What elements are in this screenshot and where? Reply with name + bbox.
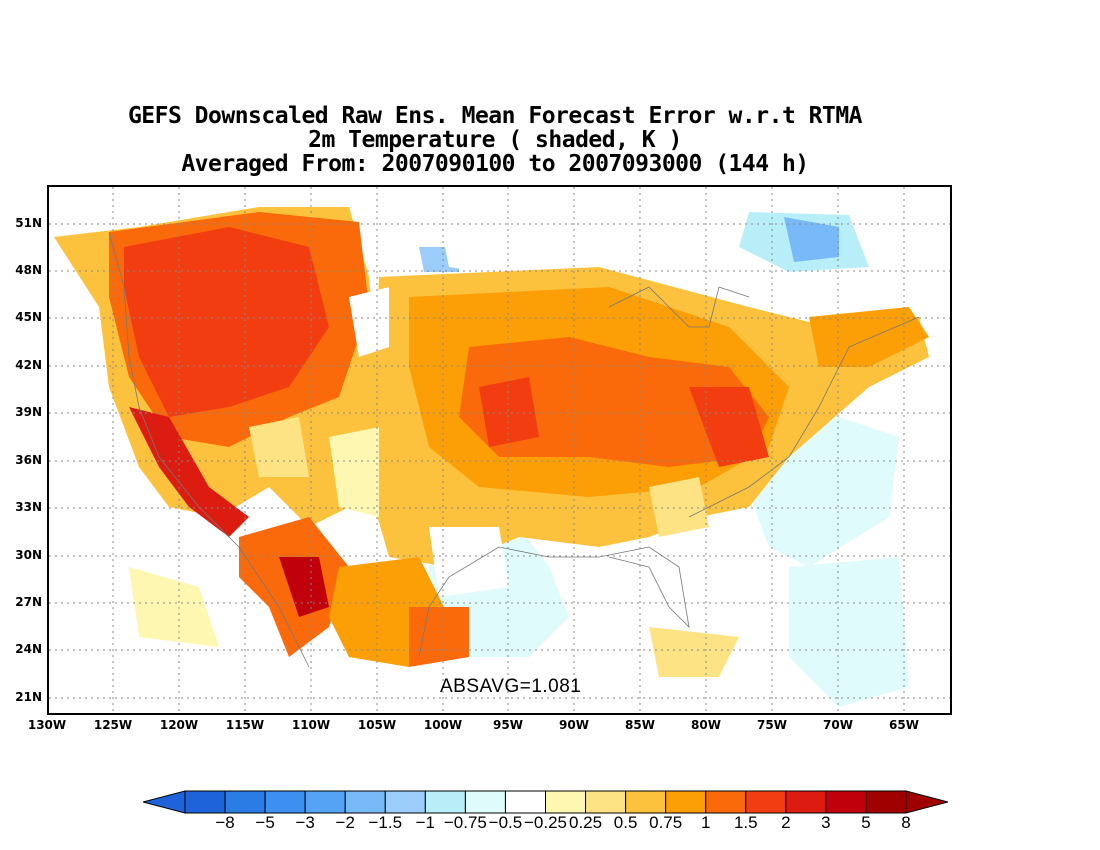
colorbar-tick-label: −0.5 [488, 813, 523, 832]
longitude-label: 85W [625, 718, 655, 732]
colorbar-tick-label: −2 [335, 813, 355, 832]
colorbar-segment [464, 790, 506, 814]
absavg-label: ABSAVG=1.081 [440, 676, 582, 697]
latitude-label: 36N [15, 453, 42, 467]
colorbar-tick-label: −5 [255, 813, 275, 832]
longitude-label: 115W [225, 718, 265, 732]
colorbar-segment [625, 790, 667, 814]
colorbar-segment [184, 790, 226, 814]
latitude-label: 51N [15, 216, 42, 230]
colorbar-segment [705, 790, 747, 814]
latitude-label: 24N [15, 642, 42, 656]
colorbar-tick-label: 3 [821, 813, 831, 832]
colorbar-tick-label: 0.75 [649, 813, 683, 832]
colorbar-tick-label: −8 [215, 813, 235, 832]
colorbar-tick-label: 1 [700, 813, 711, 832]
map-panel [47, 185, 952, 715]
colorbar-segment [264, 790, 306, 814]
colorbar-segment [504, 790, 547, 814]
map-title: GEFS Downscaled Raw Ens. Mean Forecast E… [127, 103, 863, 129]
colorbar-tick-label: 0.25 [569, 813, 603, 832]
longitude-label: 65W [889, 718, 919, 732]
colorbar-segment [344, 790, 386, 814]
colorbar-left-arrow [143, 790, 186, 814]
coastlines [108, 231, 920, 668]
colorbar-segment [665, 790, 707, 814]
colorbar-tick-label: 8 [901, 813, 911, 832]
colorbar-segment [825, 790, 867, 814]
averaging-period: Averaged From: 2007090100 to 2007093000 … [181, 151, 809, 177]
colorbar-tick-label: −1 [415, 813, 436, 832]
longitude-label: 90W [559, 718, 589, 732]
warm-bias-areas [54, 207, 929, 667]
graticule [49, 187, 950, 713]
colorbar-segment [585, 790, 627, 814]
colorbar-segment [424, 790, 466, 814]
colorbar-tick-label: −0.75 [443, 813, 487, 832]
longitude-label: 75W [757, 718, 787, 732]
latitude-label: 45N [15, 310, 42, 324]
colorbar-segment [785, 790, 827, 814]
longitude-label: 125W [93, 718, 133, 732]
colorbar-tick-label: −0.25 [523, 813, 567, 832]
longitude-label: 70W [823, 718, 853, 732]
colorbar-tick-label: 0.5 [613, 813, 638, 832]
longitude-label: 95W [493, 718, 523, 732]
map-subtitle: 2m Temperature ( shaded, K ) [308, 127, 682, 153]
colorbar-right-arrow [905, 790, 948, 814]
colorbar-segment [384, 790, 426, 814]
longitude-label: 120W [159, 718, 199, 732]
latitude-label: 21N [15, 690, 42, 704]
colorbar-segment [545, 790, 587, 814]
colorbar-segment [304, 790, 346, 814]
latitude-label: 33N [15, 500, 42, 514]
colorbar-tick-label: −1.5 [368, 813, 403, 832]
colorbar-tick-label: 2 [781, 813, 791, 832]
longitude-label: 130W [27, 718, 67, 732]
longitude-label: 80W [691, 718, 721, 732]
temperature-error-map [49, 187, 950, 713]
colorbar-tick-label: 1.5 [733, 813, 758, 832]
colorbar-tick-label: 5 [861, 813, 871, 832]
longitude-label: 110W [291, 718, 331, 732]
colorbar-segment [865, 790, 907, 814]
longitude-label: 105W [357, 718, 397, 732]
neutral-patches [249, 287, 709, 597]
longitude-label: 100W [423, 718, 463, 732]
colorbar [143, 790, 948, 814]
latitude-label: 27N [15, 595, 42, 609]
latitude-label: 30N [15, 548, 42, 562]
colorbar-tick-label: −3 [295, 813, 315, 832]
latitude-label: 39N [15, 405, 42, 419]
colorbar-segment [745, 790, 787, 814]
colorbar-segment [224, 790, 266, 814]
latitude-label: 42N [15, 358, 42, 372]
latitude-label: 48N [15, 263, 42, 277]
